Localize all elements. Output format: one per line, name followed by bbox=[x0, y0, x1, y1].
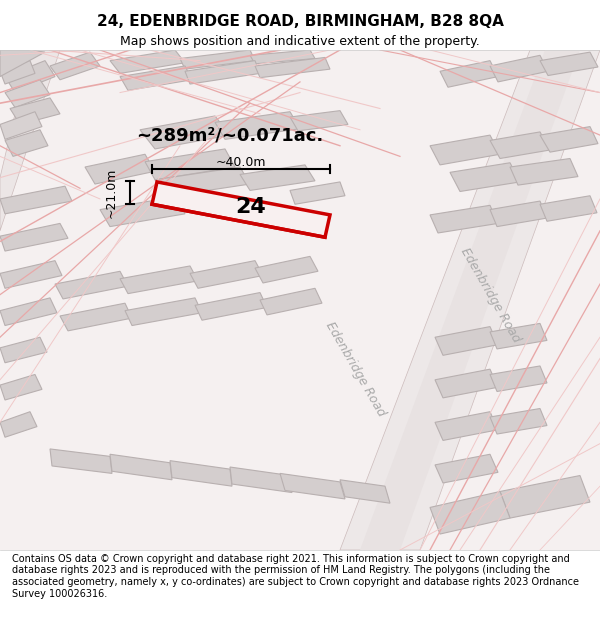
Polygon shape bbox=[110, 50, 185, 73]
Polygon shape bbox=[0, 112, 42, 139]
Text: Map shows position and indicative extent of the property.: Map shows position and indicative extent… bbox=[120, 35, 480, 48]
Polygon shape bbox=[490, 409, 547, 434]
Polygon shape bbox=[55, 271, 128, 299]
Polygon shape bbox=[230, 467, 292, 492]
Polygon shape bbox=[152, 182, 330, 238]
Polygon shape bbox=[170, 461, 232, 486]
Polygon shape bbox=[0, 298, 57, 326]
Polygon shape bbox=[0, 261, 62, 288]
Polygon shape bbox=[190, 261, 263, 288]
Polygon shape bbox=[490, 366, 547, 391]
Polygon shape bbox=[540, 127, 598, 152]
Polygon shape bbox=[500, 476, 590, 518]
Polygon shape bbox=[185, 61, 260, 84]
Polygon shape bbox=[430, 206, 498, 233]
Polygon shape bbox=[430, 135, 500, 165]
Polygon shape bbox=[5, 130, 48, 156]
Polygon shape bbox=[240, 165, 315, 191]
Polygon shape bbox=[435, 369, 498, 398]
Polygon shape bbox=[60, 303, 132, 331]
Polygon shape bbox=[0, 50, 60, 231]
Text: ~21.0m: ~21.0m bbox=[105, 168, 118, 217]
Polygon shape bbox=[120, 266, 198, 294]
Polygon shape bbox=[540, 52, 598, 76]
Text: Edenbridge Road: Edenbridge Road bbox=[458, 245, 523, 344]
Text: ~289m²/~0.071ac.: ~289m²/~0.071ac. bbox=[136, 126, 323, 144]
Polygon shape bbox=[255, 256, 318, 283]
Polygon shape bbox=[0, 374, 42, 400]
Polygon shape bbox=[435, 327, 498, 356]
Text: Edenbridge Road: Edenbridge Road bbox=[323, 319, 388, 419]
Polygon shape bbox=[215, 112, 300, 139]
Polygon shape bbox=[125, 298, 202, 326]
Polygon shape bbox=[195, 292, 267, 320]
Polygon shape bbox=[490, 201, 547, 227]
Polygon shape bbox=[145, 149, 235, 180]
Polygon shape bbox=[0, 186, 72, 214]
Polygon shape bbox=[340, 480, 390, 503]
Polygon shape bbox=[5, 61, 55, 92]
Polygon shape bbox=[10, 98, 60, 124]
Polygon shape bbox=[50, 449, 112, 473]
Polygon shape bbox=[510, 159, 578, 185]
Polygon shape bbox=[250, 50, 315, 64]
Polygon shape bbox=[490, 56, 548, 82]
Polygon shape bbox=[360, 50, 580, 550]
Polygon shape bbox=[540, 196, 597, 221]
Text: 24, EDENBRIDGE ROAD, BIRMINGHAM, B28 8QA: 24, EDENBRIDGE ROAD, BIRMINGHAM, B28 8QA bbox=[97, 14, 503, 29]
Polygon shape bbox=[435, 454, 498, 483]
Text: 24: 24 bbox=[236, 198, 266, 217]
Polygon shape bbox=[450, 162, 520, 191]
Polygon shape bbox=[340, 50, 600, 550]
Polygon shape bbox=[140, 116, 230, 149]
Polygon shape bbox=[255, 58, 330, 78]
Polygon shape bbox=[155, 167, 250, 197]
Polygon shape bbox=[0, 223, 68, 251]
Polygon shape bbox=[280, 473, 345, 499]
Polygon shape bbox=[440, 61, 498, 88]
Polygon shape bbox=[120, 66, 192, 91]
Polygon shape bbox=[85, 154, 155, 184]
Text: ~40.0m: ~40.0m bbox=[216, 156, 266, 169]
Polygon shape bbox=[290, 182, 345, 204]
Text: Contains OS data © Crown copyright and database right 2021. This information is : Contains OS data © Crown copyright and d… bbox=[12, 554, 579, 599]
Polygon shape bbox=[0, 412, 37, 437]
Polygon shape bbox=[290, 111, 348, 131]
Polygon shape bbox=[490, 323, 547, 349]
Polygon shape bbox=[100, 197, 185, 227]
Polygon shape bbox=[180, 50, 255, 69]
Polygon shape bbox=[0, 61, 35, 84]
Polygon shape bbox=[50, 52, 100, 80]
Polygon shape bbox=[110, 454, 172, 480]
Polygon shape bbox=[5, 80, 50, 107]
Polygon shape bbox=[490, 132, 550, 159]
Polygon shape bbox=[435, 412, 498, 441]
Polygon shape bbox=[0, 50, 45, 77]
Polygon shape bbox=[430, 491, 510, 534]
Polygon shape bbox=[0, 338, 47, 362]
Polygon shape bbox=[260, 288, 322, 315]
